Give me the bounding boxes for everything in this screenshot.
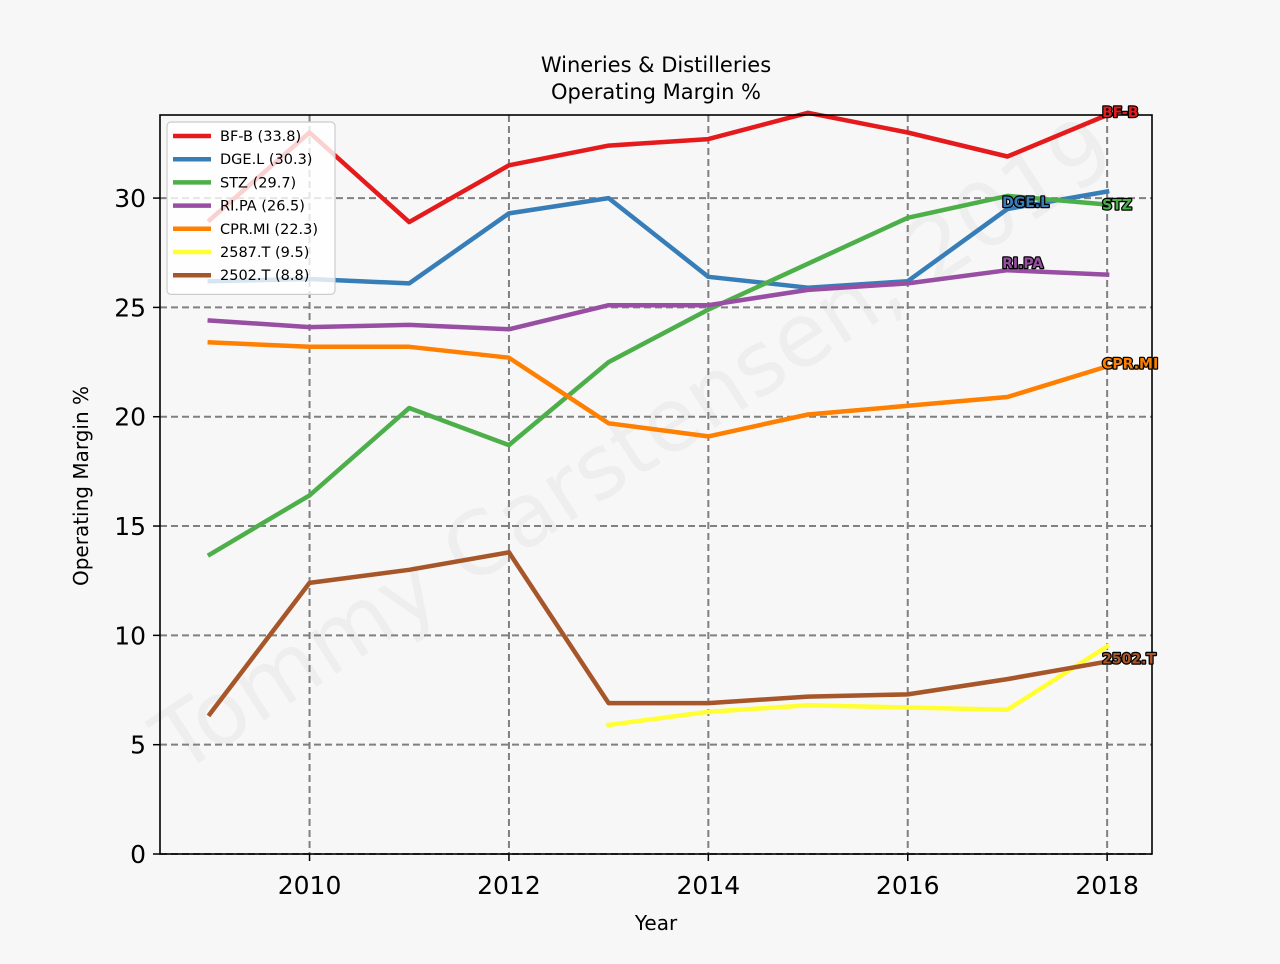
series-end-label: DGE.L: [1002, 195, 1049, 211]
x-tick-label: 2012: [477, 871, 541, 900]
series-end-labels: BF-B DGE.L STZ RI.PA CPR.MI 2502.T: [1001, 104, 1160, 669]
x-tick-label: 2016: [876, 871, 940, 900]
legend-entry-label: RI.PA (26.5): [220, 199, 305, 215]
series-line: [206, 550, 1110, 718]
y-tick-label: 0: [130, 840, 146, 869]
legend-entry-label: 2587.T (9.5): [220, 245, 309, 261]
series-end-label: CPR.MI: [1102, 356, 1158, 372]
y-tick-label: 20: [114, 403, 146, 432]
y-tick-label: 15: [114, 512, 146, 541]
plot-area-frame: [159, 114, 1153, 855]
x-tick-label: 2014: [677, 871, 741, 900]
legend-entry-label: DGE.L (30.3): [220, 152, 312, 168]
y-tick-label: 25: [114, 293, 146, 322]
x-axis-label: Year: [634, 911, 678, 935]
chart-subtitle: Operating Margin %: [551, 80, 761, 104]
x-tick-label: 2018: [1075, 871, 1139, 900]
series-line: [206, 110, 1111, 225]
series-line: [606, 643, 1111, 728]
legend-entry-label: 2502.T (8.8): [220, 268, 309, 284]
series-end-label: BF-B: [1102, 105, 1138, 121]
axis-layer: 2010 2012 2014 2016 2018 0 5 10 15 20 25 30: [114, 184, 1139, 900]
series-end-label: RI.PA: [1002, 256, 1043, 272]
series-layer: [206, 110, 1111, 728]
series-line: [206, 193, 1110, 558]
legend-entry-label: STZ (29.7): [220, 175, 296, 191]
grid-layer: [160, 115, 1152, 855]
legend: BF-B (33.8) DGE.L (30.3) STZ (29.7) RI.PA (…: [166, 121, 336, 295]
y-tick-label: 10: [114, 621, 146, 650]
series-line: [207, 267, 1110, 332]
chart-title: Wineries & Distilleries: [541, 53, 771, 77]
series-line: [207, 188, 1110, 290]
x-tick-label: 2010: [278, 871, 342, 900]
y-tick-label: 30: [114, 184, 146, 213]
series-line: [207, 340, 1110, 439]
legend-entry-label: BF-B (33.8): [220, 129, 301, 145]
y-axis-label: Operating Margin %: [69, 386, 93, 586]
series-end-label: STZ: [1102, 198, 1132, 214]
y-tick-label: 5: [130, 731, 146, 760]
series-end-label: 2502.T: [1102, 652, 1156, 668]
legend-entry-label: CPR.MI (22.3): [220, 222, 318, 238]
